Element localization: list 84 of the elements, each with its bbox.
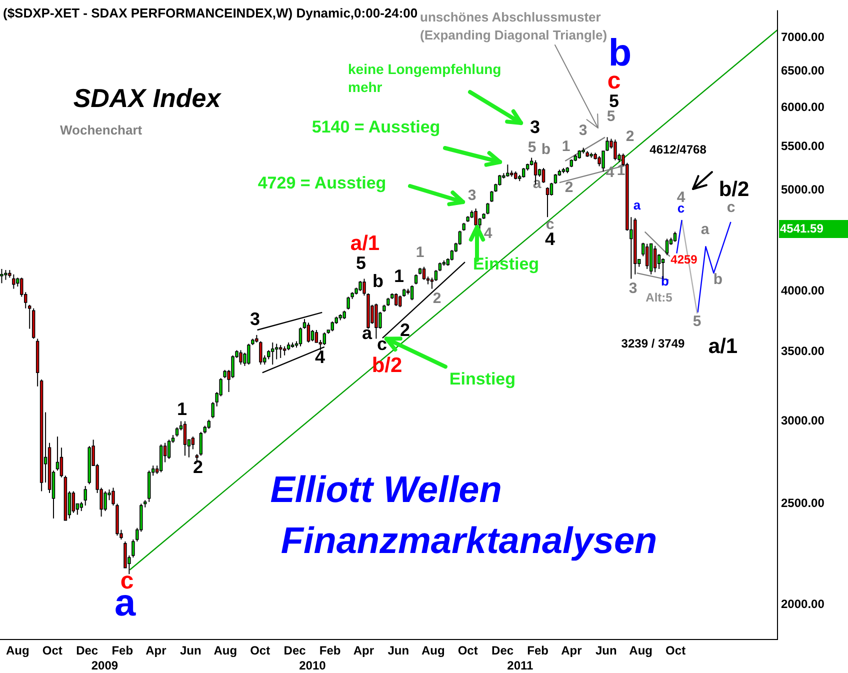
text: Wochenchart [60, 122, 143, 138]
x-tick-label: Oct [250, 644, 270, 658]
annotation: 5140 = Ausstieg [312, 118, 440, 137]
x-tick-label: Apr [146, 644, 167, 658]
annotation: 3 [250, 308, 260, 329]
x-tick-label: Oct [458, 644, 478, 658]
annotation: 2 [564, 179, 574, 196]
annotation: a [362, 322, 373, 343]
annotation: 2 [400, 320, 410, 340]
annotation: 4729 = Ausstieg [258, 174, 386, 193]
x-tick-label: Apr [561, 644, 582, 658]
annotation: 2 [626, 128, 634, 146]
annotation: Einstieg [449, 369, 516, 388]
annotation: 5 [692, 313, 702, 330]
annotation: 3 [530, 116, 540, 137]
annotation: 3239 / 3749 [621, 336, 686, 350]
y-tick-label: 6000.00 [781, 100, 825, 114]
annotation: c [376, 334, 388, 354]
y-tick-label: 5500.00 [781, 139, 825, 154]
annotation: 1 [562, 138, 570, 156]
x-tick-label: Jun [388, 644, 410, 658]
annotation: 5 [356, 252, 366, 273]
x-tick-label: Feb [527, 644, 548, 658]
annotation: Finanzmarktanalysen [280, 520, 658, 562]
annotation: a [532, 175, 542, 192]
annotation: 1 [416, 244, 424, 262]
annotation: b/2 [718, 178, 750, 201]
x-tick-label: Aug [214, 644, 238, 658]
annotation: b/2 [372, 354, 402, 377]
x-tick-label: Aug [6, 644, 30, 658]
annotation: 1 [394, 266, 404, 286]
text: SDAX Index [73, 83, 222, 114]
annotation: 2 [192, 456, 204, 477]
annotation: 5 [528, 139, 536, 156]
y-tick-label: 2500.00 [781, 496, 825, 510]
annotation: b [372, 270, 384, 291]
x-tick-label: Dec [284, 644, 306, 658]
y-tick-label: 6500.00 [781, 64, 825, 78]
y-tick-label: 2000.00 [781, 597, 825, 612]
annotation: 4259 [670, 252, 698, 266]
x-tick-label: Apr [353, 644, 374, 658]
annotation: b [541, 141, 551, 158]
annotation: a [700, 221, 710, 238]
x2-tick-label: 2009 [91, 658, 118, 673]
y-tick-label: 4000.00 [781, 283, 825, 298]
annotation: keine Longempfehlung mehr [348, 60, 502, 95]
annotation: 3 [628, 280, 638, 298]
y-tick-label: 3000.00 [781, 414, 825, 428]
annotation: 4 [314, 346, 326, 367]
annotation: c [120, 568, 134, 595]
x-tick-label: Oct [666, 644, 686, 658]
text: 4541.59 [780, 221, 824, 236]
y-tick-label: 7000.00 [781, 30, 825, 44]
annotation: 5 [606, 108, 616, 126]
annotation: b [713, 271, 723, 288]
x-tick-label: Feb [112, 644, 134, 658]
annotation: 3 [468, 187, 476, 204]
y-tick-label: 5000.00 [781, 182, 825, 196]
annotation: 2 [432, 290, 442, 308]
annotation: c [726, 199, 736, 216]
x2-tick-label: 2010 [299, 658, 326, 673]
x-tick-label: Feb [319, 644, 341, 658]
annotation: ($SDXP-XET - SDAX PERFORMANCEINDEX,W) Dynamic,0:00-24:00 [3, 6, 418, 21]
annotation: a/1 [350, 232, 380, 255]
x-tick-label: Dec [76, 644, 98, 658]
annotation: Elliott Wellen [270, 469, 502, 510]
annotation: 1 [176, 398, 188, 419]
y-tick-label: 3500.00 [781, 344, 825, 358]
x-tick-label: Jun [595, 644, 617, 658]
annotation: b [661, 274, 670, 289]
annotation: a/1 [708, 334, 738, 358]
x-tick-label: Aug [629, 644, 653, 658]
annotation: a [633, 198, 642, 213]
x-tick-label: Dec [492, 644, 514, 658]
annotation: Alt:5 [646, 290, 673, 304]
annotation: 4 [484, 225, 493, 242]
x-tick-label: Oct [42, 644, 62, 658]
x-tick-label: Jun [180, 644, 202, 658]
x2-tick-label: 2011 [507, 658, 534, 673]
x-tick-label: Aug [421, 644, 445, 658]
annotation: 4 [606, 164, 615, 182]
annotation: 4612/4768 [650, 142, 707, 156]
annotation: 3 [578, 122, 588, 140]
annotation: unschönes Abschlussmuster (Expanding Diagonal Triangle) [420, 10, 608, 43]
